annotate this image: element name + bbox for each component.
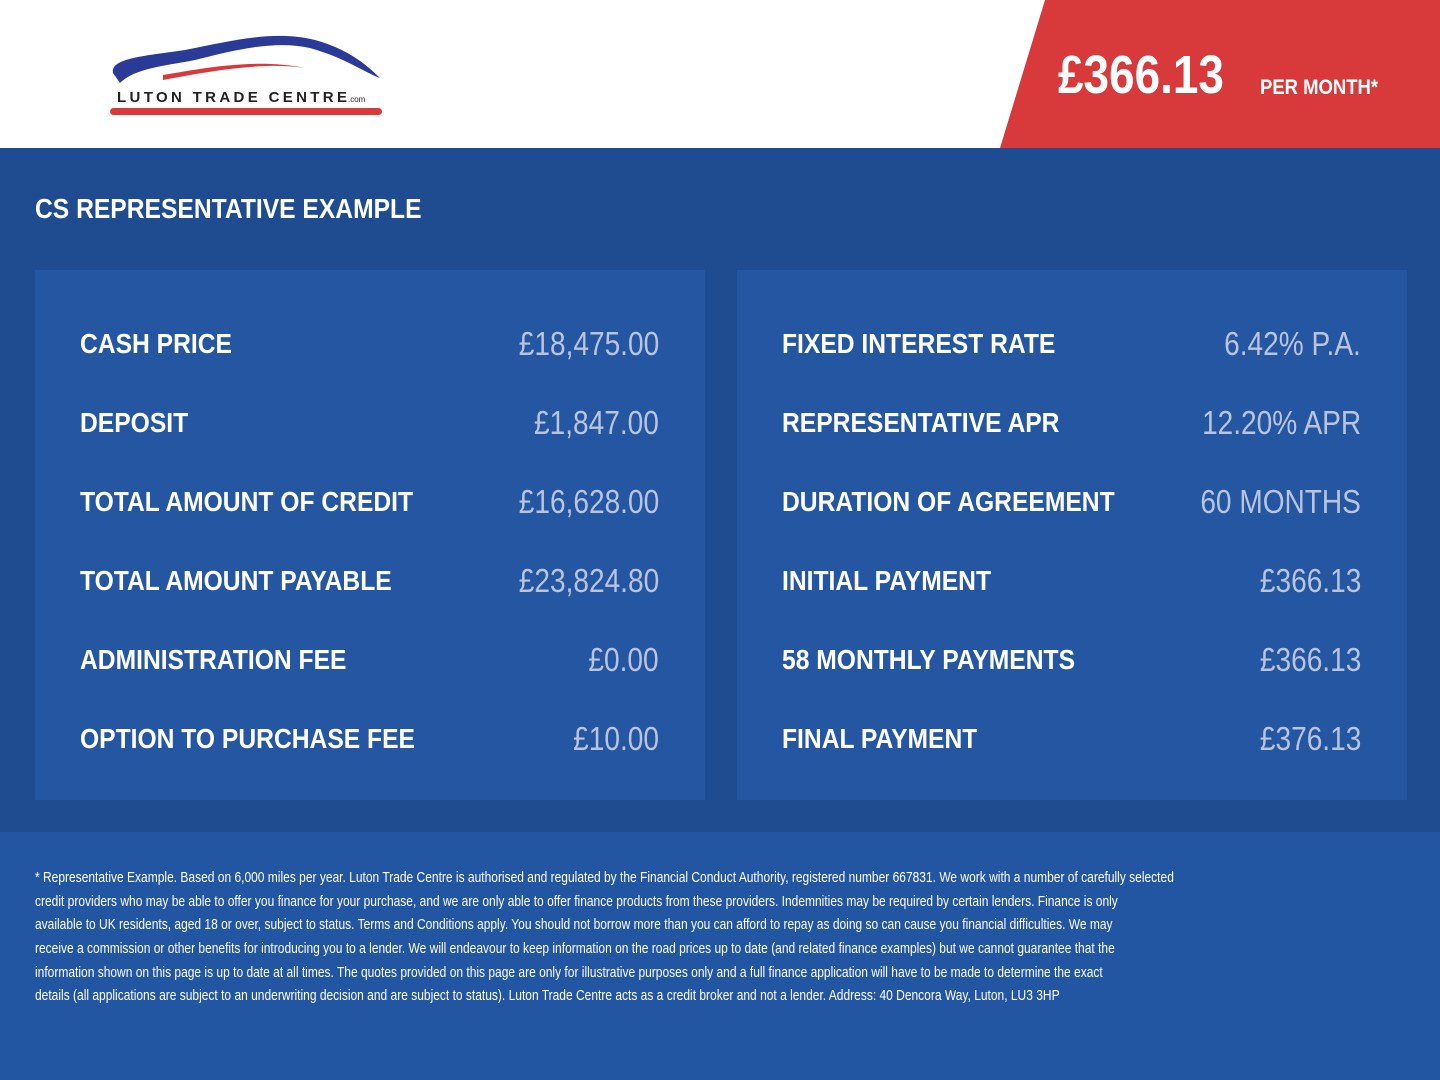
finance-label: DEPOSIT [80,407,189,438]
svg-text:LUTON TRADE CENTRE: LUTON TRADE CENTRE [117,89,347,106]
finance-row: FIXED INTEREST RATE 6.42% P.A. [782,325,1361,368]
finance-value: £1,847.00 [534,404,659,441]
disclaimer-text: * Representative Example. Based on 6,000… [35,869,1440,1011]
finance-row: OPTION TO PURCHASE FEE £10.00 [80,720,659,763]
disclaimer-line: receive a commission or other benefits f… [35,940,1115,958]
finance-value: 60 MONTHS [1200,483,1361,520]
finance-value: £376.13 [1259,720,1361,757]
finance-row: REPRESENTATIVE APR 12.20% APR [782,404,1361,447]
finance-row: DURATION OF AGREEMENT 60 MONTHS [782,483,1361,526]
monthly-price: £366.13 [1058,45,1224,105]
finance-row: ADMINISTRATION FEE £0.00 [80,641,659,684]
finance-value: £18,475.00 [518,325,659,362]
finance-label: CASH PRICE [80,328,232,359]
finance-value: £23,824.80 [518,562,659,599]
finance-label: FINAL PAYMENT [782,723,978,754]
finance-label: DURATION OF AGREEMENT [782,486,1115,517]
finance-label: INITIAL PAYMENT [782,565,992,596]
finance-value: 12.20% APR [1201,404,1361,441]
finance-panel-right: FIXED INTEREST RATE 6.42% P.A. REPRESENTAT… [737,270,1407,800]
svg-text:.com: .com [348,95,366,104]
finance-panel-left: CASH PRICE £18,475.00 DEPOSIT £1,847.00 TOTA… [35,270,705,800]
finance-label: REPRESENTATIVE APR [782,407,1060,438]
footer: * Representative Example. Based on 6,000… [0,832,1440,1080]
finance-row: TOTAL AMOUNT PAYABLE £23,824.80 [80,562,659,605]
finance-value: £10.00 [573,720,659,757]
monthly-price-badge: £366.13 PER MONTH* [1000,0,1440,148]
finance-label: FIXED INTEREST RATE [782,328,1056,359]
finance-value: £366.13 [1259,641,1361,678]
luton-trade-centre-logo: LUTON TRADE CENTRE .com [110,35,382,115]
finance-label: OPTION TO PURCHASE FEE [80,723,415,754]
finance-value: £0.00 [588,641,659,678]
disclaimer-line: information shown on this page is up to … [35,963,1103,981]
finance-value: £16,628.00 [518,483,659,520]
finance-row: INITIAL PAYMENT £366.13 [782,562,1361,605]
per-month-label: PER MONTH* [1260,76,1379,99]
disclaimer-line: available to UK residents, aged 18 or ov… [35,916,1113,934]
header: LUTON TRADE CENTRE .com £366.13 PER MONT… [0,0,1440,148]
finance-label: ADMINISTRATION FEE [80,644,347,675]
section-title: CS REPRESENTATIVE EXAMPLE [35,193,422,224]
disclaimer-line: * Representative Example. Based on 6,000… [35,869,1174,886]
finance-row: TOTAL AMOUNT OF CREDIT £16,628.00 [80,483,659,526]
finance-label: TOTAL AMOUNT OF CREDIT [80,486,414,517]
finance-label: TOTAL AMOUNT PAYABLE [80,565,392,596]
finance-row: CASH PRICE £18,475.00 [80,325,659,368]
finance-row: 58 MONTHLY PAYMENTS £366.13 [782,641,1361,684]
finance-value: 6.42% P.A. [1224,325,1361,362]
disclaimer-line: details (all applications are subject to… [35,987,1060,1005]
finance-label: 58 MONTHLY PAYMENTS [782,644,1076,675]
finance-row: FINAL PAYMENT £376.13 [782,720,1361,763]
finance-row: DEPOSIT £1,847.00 [80,404,659,447]
disclaimer-line: credit providers who may be able to offe… [35,892,1118,910]
finance-value: £366.13 [1259,562,1361,599]
